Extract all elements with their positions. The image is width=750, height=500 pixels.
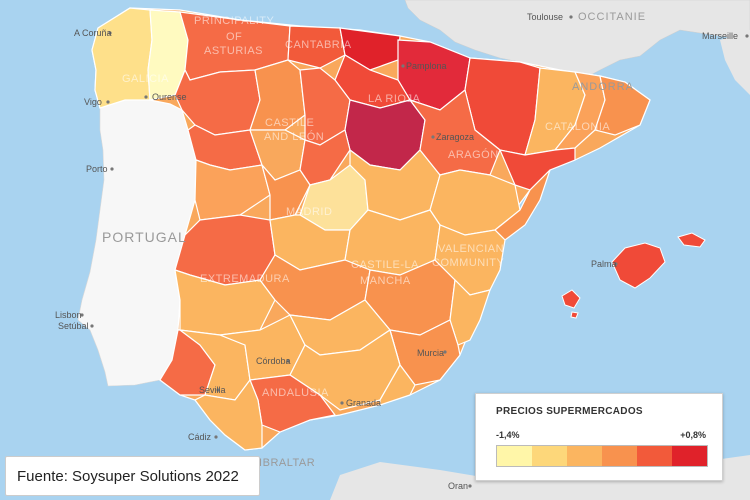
city-marseille: Marseille xyxy=(702,31,749,41)
label-castile-la-mancha-1: CASTILE-LA xyxy=(351,259,419,271)
city-lisbon: Lisbon xyxy=(55,310,84,320)
province-girona[interactable] xyxy=(594,75,651,136)
label-castile-leon-1: CASTILE xyxy=(265,117,314,129)
city-vigo: Vigo xyxy=(84,97,110,107)
label-occitanie: OCCITANIE xyxy=(578,11,646,23)
label-cantabria: CANTABRIA xyxy=(285,39,352,51)
legend-title: PRECIOS SUPERMERCADOS xyxy=(496,406,643,417)
region-basque[interactable] xyxy=(339,27,401,71)
label-galicia: GALICIA xyxy=(122,73,169,85)
city-sevilla: Sevilla xyxy=(199,385,226,395)
island-formentera[interactable] xyxy=(570,311,579,319)
svg-text:Toulouse: Toulouse xyxy=(527,12,563,22)
svg-text:Granada: Granada xyxy=(346,398,381,408)
city-a-coruna: A Coruña xyxy=(74,28,112,38)
svg-text:Ourense: Ourense xyxy=(152,92,187,102)
province-avila[interactable] xyxy=(261,164,311,221)
legend-color-scale xyxy=(496,445,708,467)
label-castile-leon-2: AND LEÓN xyxy=(264,130,324,143)
svg-text:Palma: Palma xyxy=(591,259,617,269)
legend-swatch-4 xyxy=(602,446,637,466)
city-pamplona: Pamplona xyxy=(401,61,447,71)
svg-text:Zaragoza: Zaragoza xyxy=(436,132,474,142)
city-setubal: Setúbal xyxy=(58,321,94,331)
label-asturias-1: PRINCIPALITY xyxy=(194,15,275,27)
label-gibraltar: GIBRALTAR xyxy=(250,457,315,469)
city-oran: Oran xyxy=(448,481,472,491)
city-palma: Palma xyxy=(591,259,618,269)
city-cadiz: Cádiz xyxy=(188,432,218,442)
label-extremadura: EXTREMADURA xyxy=(200,273,290,285)
city-zaragoza: Zaragoza xyxy=(431,132,474,142)
svg-text:Oran: Oran xyxy=(448,481,468,491)
legend-swatch-3 xyxy=(567,446,602,466)
source-caption: Fuente: Soysuper Solutions 2022 xyxy=(5,456,260,496)
province-cadiz[interactable] xyxy=(194,378,263,451)
svg-text:Vigo: Vigo xyxy=(84,97,102,107)
city-ourense: Ourense xyxy=(144,92,187,102)
legend-min-label: -1,4% xyxy=(496,430,520,440)
label-la-rioja: LA RIOJA xyxy=(368,93,420,105)
label-asturias-2: OF xyxy=(226,31,242,43)
label-andorra: ANDORRA xyxy=(572,81,634,93)
label-madrid: MADRID xyxy=(286,206,332,218)
province-alicante[interactable] xyxy=(449,278,491,346)
label-aragon: ARAGÓN xyxy=(448,148,499,161)
city-porto: Porto xyxy=(86,164,114,174)
label-andalusia: ANDALUSIA xyxy=(262,387,329,399)
label-valencian-1: VALENCIAN xyxy=(438,243,504,255)
island-ibiza[interactable] xyxy=(561,289,581,309)
legend-max-label: +0,8% xyxy=(680,430,706,440)
region-galicia[interactable] xyxy=(91,7,153,109)
province-palencia[interactable] xyxy=(249,59,306,131)
svg-text:Cádiz: Cádiz xyxy=(188,432,212,442)
label-portugal: PORTUGAL xyxy=(102,229,187,245)
svg-text:Marseille: Marseille xyxy=(702,31,738,41)
province-badajoz[interactable] xyxy=(174,269,276,336)
island-mallorca[interactable] xyxy=(611,242,666,289)
province-castellon[interactable] xyxy=(494,169,551,241)
province-almeria[interactable] xyxy=(379,329,416,406)
svg-text:Lisbon: Lisbon xyxy=(55,310,82,320)
legend-swatch-5 xyxy=(637,446,672,466)
island-menorca[interactable] xyxy=(677,232,706,248)
italy-land xyxy=(720,30,750,95)
svg-text:Murcia: Murcia xyxy=(417,348,444,358)
city-cordoba: Córdoba xyxy=(256,356,291,366)
svg-text:Sevilla: Sevilla xyxy=(199,385,226,395)
legend-swatch-2 xyxy=(532,446,567,466)
label-valencian-2: COMMUNITY xyxy=(432,257,504,269)
label-catalonia: CATALONIA xyxy=(545,121,610,133)
region-cantabria[interactable] xyxy=(287,25,346,69)
city-granada: Granada xyxy=(340,398,381,408)
legend-swatch-1 xyxy=(497,446,532,466)
legend-panel: PRECIOS SUPERMERCADOS -1,4% +0,8% xyxy=(475,393,723,481)
svg-text:Pamplona: Pamplona xyxy=(406,61,447,71)
label-asturias-3: ASTURIAS xyxy=(204,45,263,57)
city-toulouse: Toulouse xyxy=(527,12,573,22)
legend-swatch-6 xyxy=(672,446,707,466)
svg-text:Setúbal: Setúbal xyxy=(58,321,89,331)
label-castile-la-mancha-2: MANCHA xyxy=(360,275,411,287)
svg-text:A Coruña: A Coruña xyxy=(74,28,112,38)
svg-text:Porto: Porto xyxy=(86,164,108,174)
city-murcia: Murcia xyxy=(417,348,447,358)
svg-text:Córdoba: Córdoba xyxy=(256,356,291,366)
